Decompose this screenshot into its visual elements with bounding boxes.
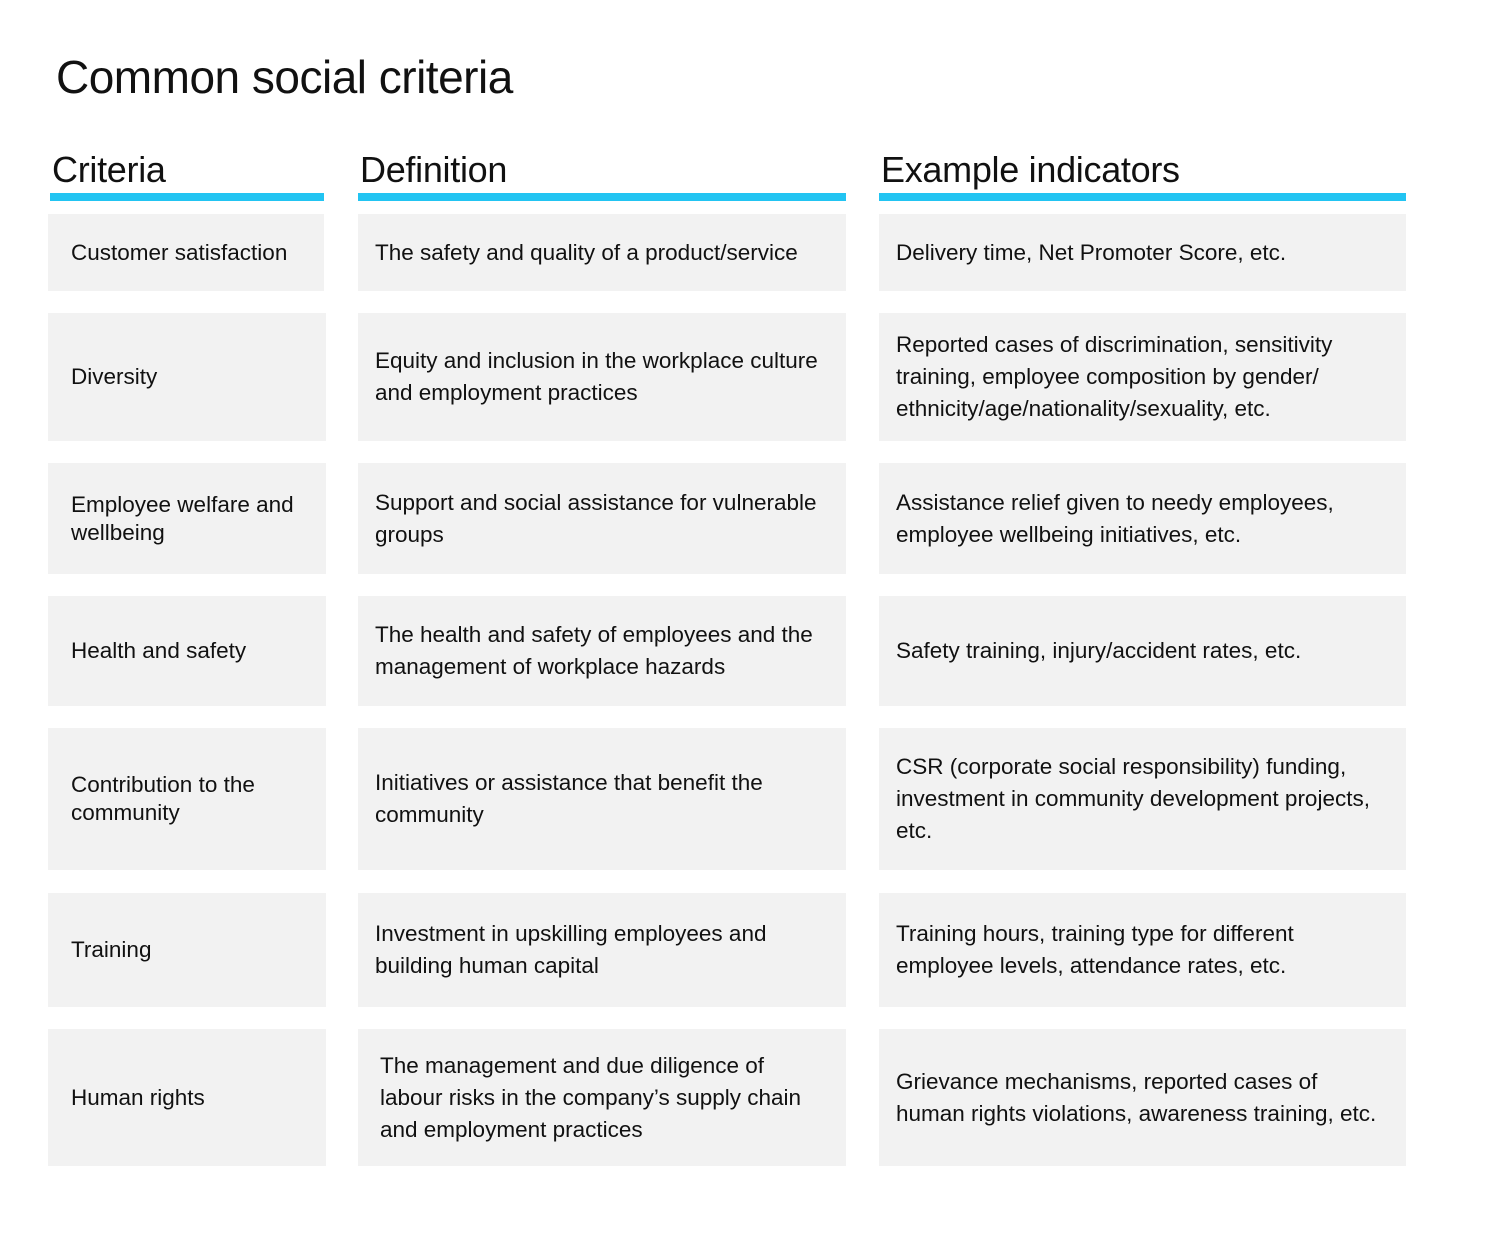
criteria-cell: Employee welfare and wellbeing: [48, 463, 326, 574]
column-header-definition: Definition: [358, 148, 846, 201]
definition-cell: The management and due diligence of labo…: [358, 1029, 846, 1166]
definition-cell: Equity and inclusion in the workplace cu…: [358, 313, 846, 441]
definition-cell: Investment in upskilling employees and b…: [358, 893, 846, 1007]
definition-cell: The health and safety of employees and t…: [358, 596, 846, 706]
definition-cell: Support and social assistance for vulner…: [358, 463, 846, 574]
definition-cell: Initiatives or assistance that benefit t…: [358, 728, 846, 870]
criteria-cell: Customer satisfaction: [48, 214, 324, 291]
criteria-cell: Human rights: [48, 1029, 326, 1166]
column-header-examples: Example indicators: [879, 148, 1406, 201]
criteria-cell: Contribution to the community: [48, 728, 326, 870]
criteria-cell: Health and safety: [48, 596, 326, 706]
example-indicators-cell: Grievance mechanisms, reported cases of …: [879, 1029, 1406, 1166]
criteria-cell: Training: [48, 893, 326, 1007]
example-indicators-cell: Delivery time, Net Promoter Score, etc.: [879, 214, 1406, 291]
example-indicators-cell: Reported cases of discrimination, sensit…: [879, 313, 1406, 441]
example-indicators-cell: CSR (corporate social responsibility) fu…: [879, 728, 1406, 870]
criteria-cell: Diversity: [48, 313, 326, 441]
example-indicators-cell: Training hours, training type for differ…: [879, 893, 1406, 1007]
page-title: Common social criteria: [56, 51, 513, 103]
example-indicators-cell: Safety training, injury/accident rates, …: [879, 596, 1406, 706]
column-header-criteria: Criteria: [50, 148, 324, 201]
definition-cell: The safety and quality of a product/serv…: [358, 214, 846, 291]
example-indicators-cell: Assistance relief given to needy employe…: [879, 463, 1406, 574]
